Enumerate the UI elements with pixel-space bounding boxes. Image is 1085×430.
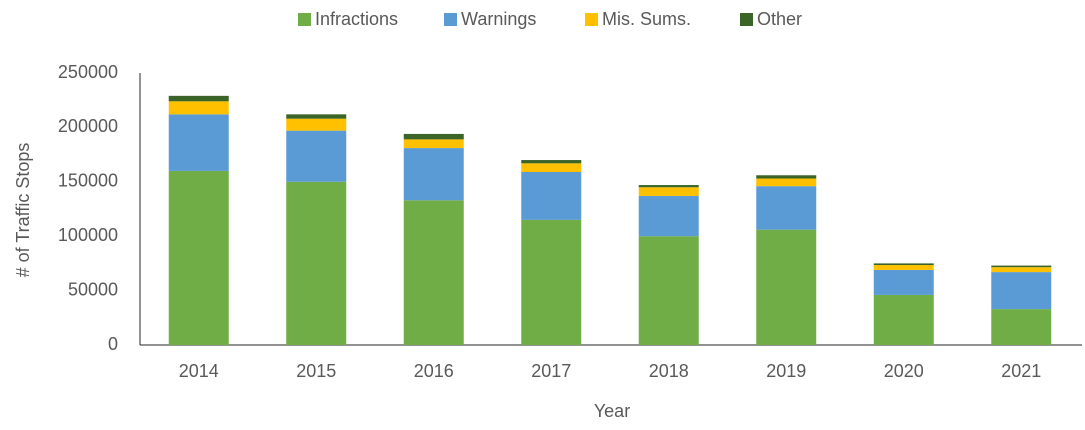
bar-segment bbox=[168, 95, 229, 102]
legend-label: Other bbox=[757, 9, 802, 29]
bar-segment bbox=[168, 114, 229, 171]
y-tick-label: 50000 bbox=[68, 279, 118, 299]
x-tick-label: 2018 bbox=[649, 361, 689, 381]
bar-segment bbox=[403, 139, 464, 149]
y-tick-label: 250000 bbox=[58, 62, 118, 82]
bar-segment bbox=[168, 170, 229, 345]
bar-segment bbox=[638, 195, 699, 237]
y-tick-label: 200000 bbox=[58, 116, 118, 136]
bar-segment bbox=[403, 133, 464, 140]
y-tick-label: 100000 bbox=[58, 225, 118, 245]
bar-segment bbox=[991, 265, 1052, 268]
x-tick-label: 2017 bbox=[531, 361, 571, 381]
bar-segment bbox=[873, 263, 934, 266]
bar-segment bbox=[756, 175, 817, 179]
bar-segment bbox=[286, 114, 347, 119]
x-axis-label: Year bbox=[594, 401, 630, 421]
bar-segment bbox=[756, 229, 817, 345]
legend-label: Infractions bbox=[315, 9, 398, 29]
bar-segment bbox=[521, 163, 582, 173]
x-tick-label: 2014 bbox=[179, 361, 219, 381]
bar-segment bbox=[756, 178, 817, 187]
bar-segment bbox=[873, 269, 934, 295]
legend-swatch bbox=[740, 13, 753, 26]
bar-segment bbox=[521, 160, 582, 164]
x-tick-label: 2020 bbox=[884, 361, 924, 381]
legend-swatch bbox=[298, 13, 311, 26]
y-tick-label: 0 bbox=[108, 334, 118, 354]
bar-segment bbox=[521, 172, 582, 220]
bar-segment bbox=[991, 267, 1052, 273]
bar-segment bbox=[638, 185, 699, 188]
bar-segment bbox=[168, 101, 229, 115]
x-tick-label: 2019 bbox=[766, 361, 806, 381]
bar-segment bbox=[286, 118, 347, 131]
bar-segment bbox=[638, 187, 699, 196]
legend-swatch bbox=[444, 13, 457, 26]
bar-segment bbox=[873, 265, 934, 270]
x-tick-label: 2016 bbox=[414, 361, 454, 381]
legend-label: Mis. Sums. bbox=[602, 9, 691, 29]
bar-segment bbox=[403, 148, 464, 201]
x-tick-label: 2015 bbox=[296, 361, 336, 381]
x-tick-label: 2021 bbox=[1001, 361, 1041, 381]
bar-segment bbox=[638, 236, 699, 345]
bar-segment bbox=[403, 200, 464, 345]
y-axis-label: # of Traffic Stops bbox=[13, 143, 33, 278]
bar-segment bbox=[991, 272, 1052, 310]
bar-segment bbox=[873, 294, 934, 345]
bar-segment bbox=[521, 219, 582, 345]
legend-swatch bbox=[585, 13, 598, 26]
y-tick-label: 150000 bbox=[58, 171, 118, 191]
bar-segment bbox=[286, 181, 347, 345]
bar-segment bbox=[991, 309, 1052, 345]
bar-segment bbox=[756, 186, 817, 230]
bar-segment bbox=[286, 130, 347, 182]
legend-label: Warnings bbox=[461, 9, 536, 29]
